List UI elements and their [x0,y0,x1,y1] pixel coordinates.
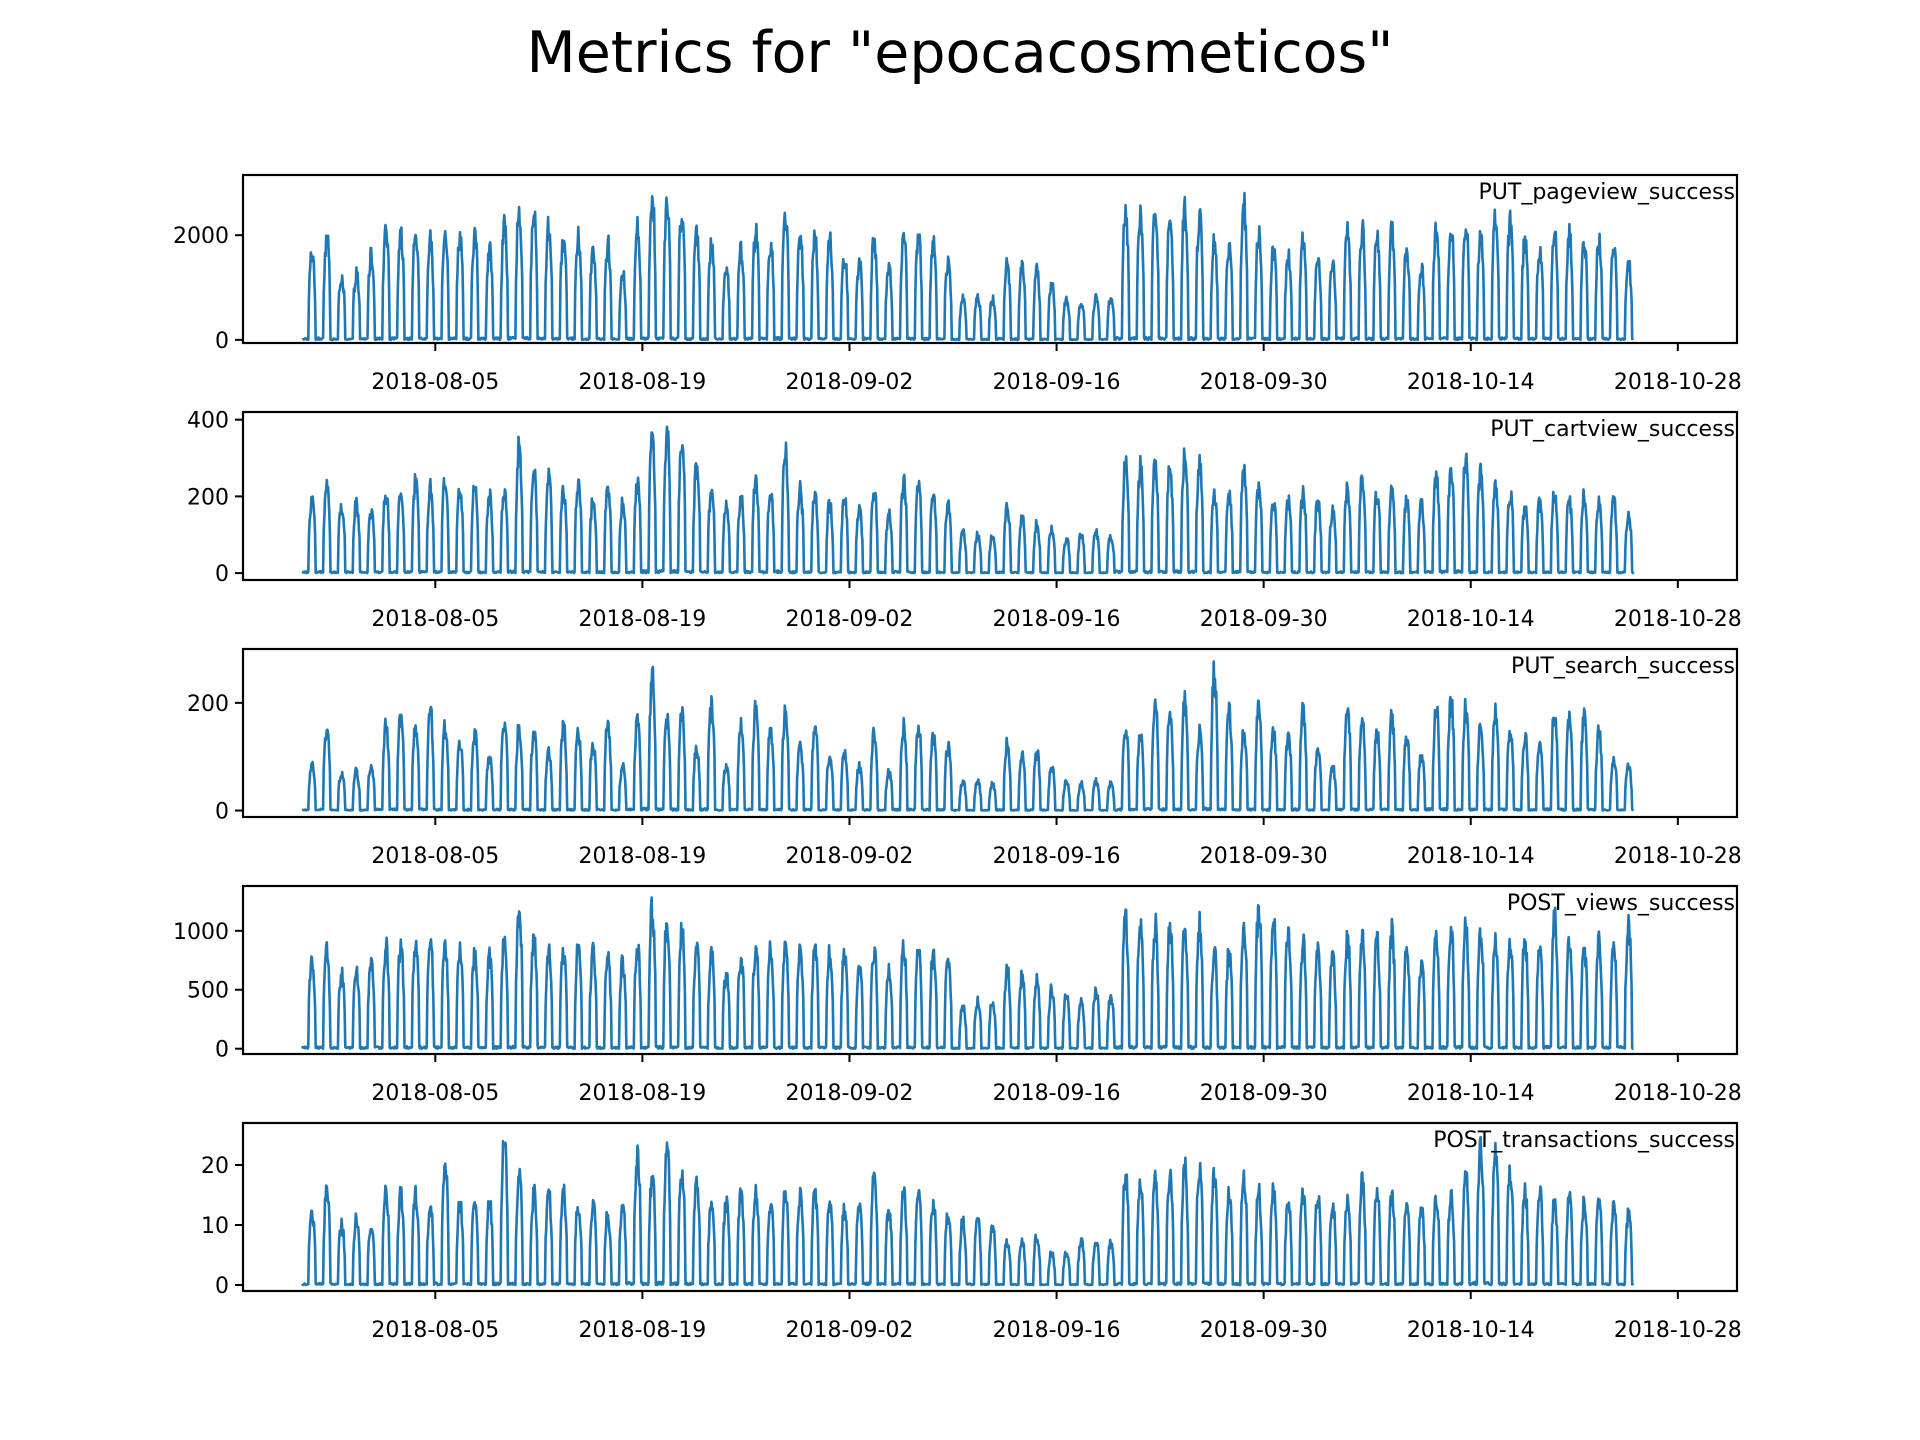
x-tick-label: 2018-09-16 [993,1318,1121,1343]
x-tick-label: 2018-09-16 [993,370,1121,395]
x-tick-label: 2018-08-05 [371,1318,499,1343]
series-line-POST_transactions_success [301,1135,1635,1287]
chart-title: Metrics for "epocacosmeticos" [527,20,1394,86]
axes-frame [241,1121,1739,1293]
panel-label: POST_views_success [1507,891,1735,916]
subplot-PUT_search_success: 0 200 2018-08-05 2018-08-19 2018-09-02 2018-0… [187,647,1742,869]
x-tick-label: 2018-09-02 [786,844,914,869]
subplot-POST_views_success: 0 500 1000 2018-08-05 2018-08-19 2018-09-02 20… [173,884,1742,1106]
x-tick-label: 2018-10-14 [1407,1318,1535,1343]
x-tick-label: 2018-08-19 [578,370,706,395]
y-tick-label: 0 [215,800,229,825]
x-tick-label: 2018-10-28 [1614,1081,1742,1106]
y-tick-label: 0 [215,1038,229,1063]
panel-label: POST_transactions_success [1433,1128,1735,1153]
x-tick-label: 2018-08-05 [371,370,499,395]
x-tick-label: 2018-09-02 [786,607,914,632]
y-tick-label: 10 [201,1214,229,1239]
y-tick-label: 0 [215,562,229,587]
panel-label: PUT_pageview_success [1479,180,1735,205]
y-tick-label: 1000 [173,920,229,945]
x-tick-label: 2018-10-28 [1614,607,1742,632]
y-tick-label: 200 [187,692,229,717]
axes-frame [241,173,1739,345]
series-line-PUT_pageview_success [301,191,1635,342]
y-tick-label: 2000 [173,224,229,249]
panel-label: PUT_search_success [1511,654,1735,679]
axes-frame [241,884,1739,1056]
x-tick-label: 2018-08-19 [578,1318,706,1343]
x-tick-label: 2018-10-14 [1407,844,1535,869]
x-tick-label: 2018-10-28 [1614,844,1742,869]
y-tick-label: 400 [187,409,229,434]
x-tick-label: 2018-10-14 [1407,370,1535,395]
panel-label: PUT_cartview_success [1490,417,1735,442]
y-tick-label: 0 [215,329,229,354]
x-tick-label: 2018-09-02 [786,1081,914,1106]
x-tick-label: 2018-08-05 [371,607,499,632]
series-line-PUT_cartview_success [301,425,1635,575]
x-tick-label: 2018-09-30 [1200,370,1328,395]
x-tick-label: 2018-08-19 [578,607,706,632]
series-line-POST_views_success [300,896,1635,1050]
x-tick-label: 2018-09-02 [786,1318,914,1343]
subplot-POST_transactions_success: 0 10 20 2018-08-05 2018-08-19 2018-09-02 2018-… [201,1121,1742,1343]
subplot-PUT_cartview_success: 0 200 400 2018-08-05 2018-08-19 2018-09-02 201… [187,409,1742,632]
x-tick-label: 2018-08-05 [371,1081,499,1106]
x-tick-label: 2018-09-16 [993,844,1121,869]
subplot-PUT_pageview_success: 0 2000 2018-08-05 2018-08-19 2018-09-02 2018-… [173,173,1742,395]
x-tick-label: 2018-09-30 [1200,1081,1328,1106]
x-tick-label: 2018-09-30 [1200,607,1328,632]
axes-frame [241,647,1739,819]
x-tick-label: 2018-09-16 [993,607,1121,632]
x-tick-label: 2018-10-28 [1614,1318,1742,1343]
y-tick-label: 200 [187,485,229,510]
x-tick-label: 2018-10-14 [1407,1081,1535,1106]
x-tick-label: 2018-09-16 [993,1081,1121,1106]
y-tick-label: 0 [215,1274,229,1299]
series-line-PUT_search_success [301,660,1635,812]
x-tick-label: 2018-08-19 [578,1081,706,1106]
x-tick-label: 2018-08-05 [371,844,499,869]
x-tick-label: 2018-10-14 [1407,607,1535,632]
x-tick-label: 2018-09-02 [786,370,914,395]
x-tick-label: 2018-08-19 [578,844,706,869]
x-tick-label: 2018-10-28 [1614,370,1742,395]
x-tick-label: 2018-09-30 [1200,1318,1328,1343]
y-tick-label: 500 [187,979,229,1004]
x-tick-label: 2018-09-30 [1200,844,1328,869]
y-tick-label: 20 [201,1154,229,1179]
